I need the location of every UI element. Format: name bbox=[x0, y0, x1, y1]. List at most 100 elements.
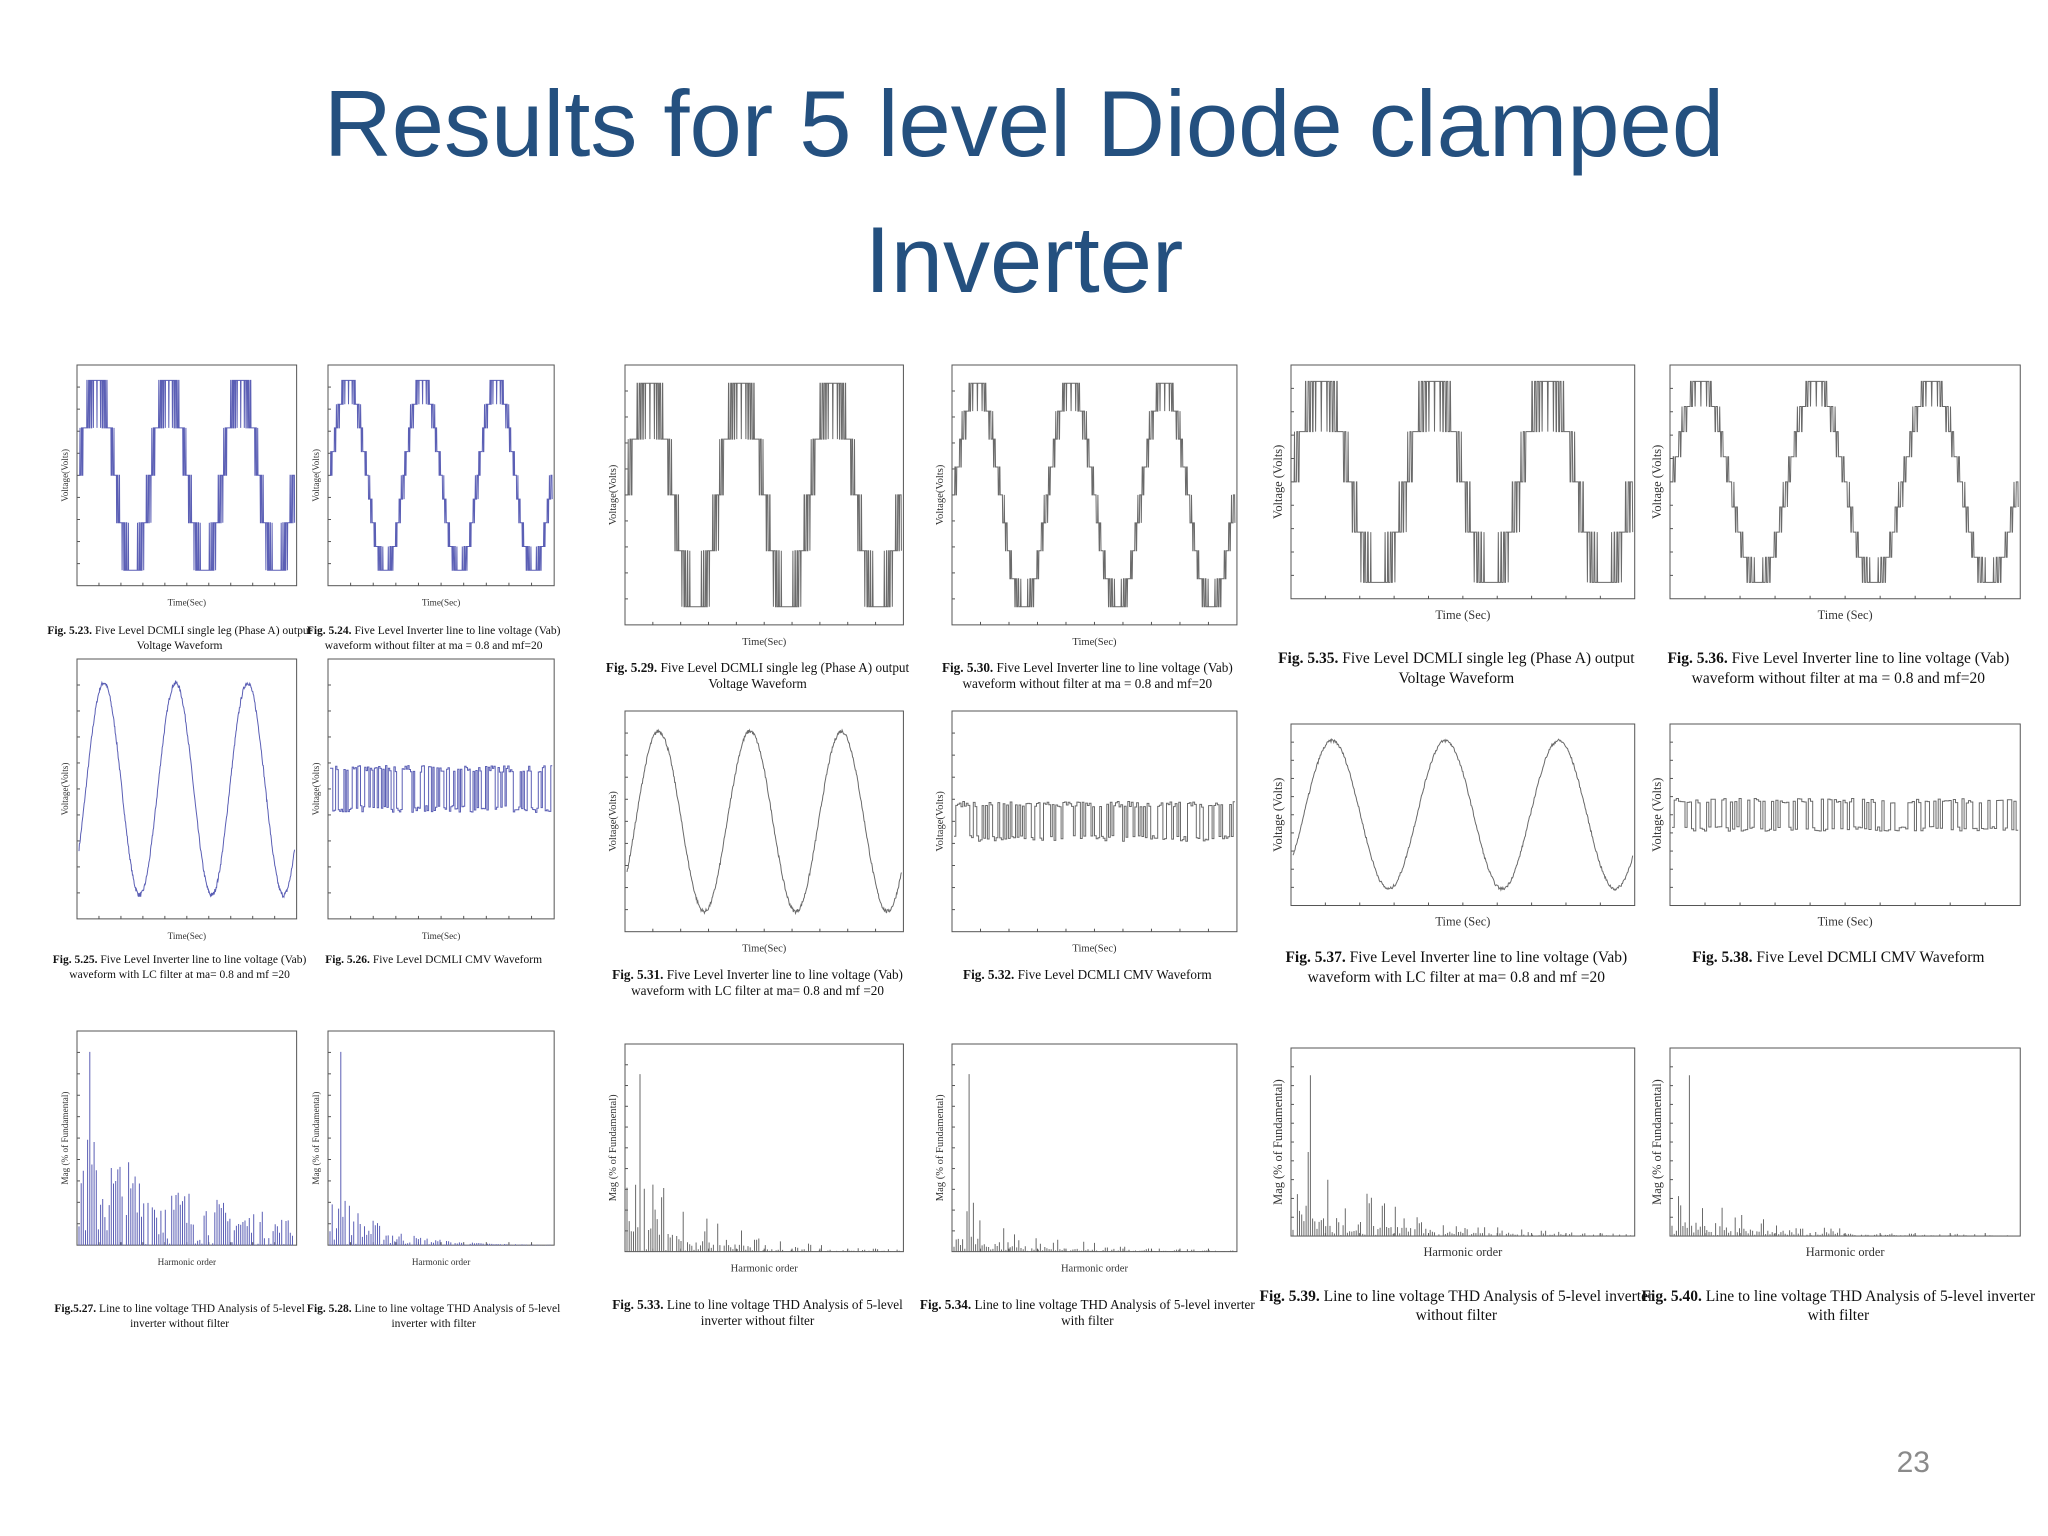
figure-caption: Fig. 5.29. Five Level DCMLI single leg (… bbox=[592, 660, 922, 693]
figure: Harmonic order Mag (% of Fundamental) bbox=[607, 1038, 907, 1280]
figure: Harmonic order Mag (% of Fundamental) bbox=[1273, 1042, 1639, 1264]
figure: Time (Sec) Voltage (Volts) bbox=[1652, 359, 2024, 627]
figure-label: Fig. 5.37. bbox=[1285, 949, 1346, 967]
y-axis-label: Voltage(Volts) bbox=[60, 763, 70, 816]
figure: Time (Sec) Voltage (Volts) bbox=[1273, 718, 1639, 934]
y-axis-label: Voltage (Volts) bbox=[1652, 778, 1664, 852]
y-axis-label: Voltage(Volts) bbox=[311, 449, 321, 502]
plot-frame bbox=[1669, 723, 2021, 907]
caption-text: Five Level DCMLI single leg (Phase A) ou… bbox=[660, 659, 910, 692]
figure-label: Fig. 5.36. bbox=[1667, 650, 1728, 668]
figure: Time(Sec) Voltage(Volts) bbox=[607, 705, 907, 960]
figure-plot: Time(Sec) Voltage(Volts) bbox=[60, 364, 297, 608]
figure-plot: Time(Sec) Voltage(Volts) bbox=[608, 710, 905, 955]
x-axis-label: Harmonic order bbox=[731, 1264, 799, 1275]
figure: Time(Sec) Voltage(Volts) bbox=[934, 705, 1241, 960]
y-axis-label: Voltage(Volts) bbox=[608, 791, 619, 852]
waveform bbox=[78, 680, 295, 899]
y-axis-label: Voltage (Volts) bbox=[1652, 445, 1664, 519]
y-axis-label: Voltage(Volts) bbox=[608, 464, 619, 525]
plot-frame bbox=[624, 1043, 905, 1253]
caption-text: Line to line voltage THD Analysis of 5-l… bbox=[1323, 1287, 1654, 1324]
waveform bbox=[329, 1052, 551, 1246]
caption-text: Five Level DCMLI single leg (Phase A) ou… bbox=[94, 625, 312, 652]
y-axis-label: Mag (% of Fundamental) bbox=[608, 1094, 619, 1201]
plot-frame bbox=[1290, 723, 1636, 907]
figure-plot: Time(Sec) Voltage(Volts) bbox=[935, 710, 1238, 955]
figure-plot: Time(Sec) Voltage(Volts) bbox=[935, 364, 1238, 648]
figure-plot: Time(Sec) Voltage(Volts) bbox=[311, 364, 555, 608]
waveform bbox=[1671, 1075, 2017, 1237]
figure-label: Fig. 5.29. bbox=[605, 659, 658, 675]
x-axis-label: Harmonic order bbox=[1806, 1245, 1886, 1259]
figure-plot: Harmonic order Mag (% of Fundamental) bbox=[1652, 1047, 2021, 1259]
figure-label: Fig. 5.31. bbox=[612, 966, 664, 982]
figure-plot: Harmonic order Mag (% of Fundamental) bbox=[935, 1043, 1238, 1275]
figure-plot: Harmonic order Mag (% of Fundamental) bbox=[60, 1030, 297, 1267]
waveform bbox=[1292, 1075, 1632, 1237]
plot-frame bbox=[951, 1043, 1238, 1253]
figure-plot: Harmonic order Mag (% of Fundamental) bbox=[608, 1043, 905, 1275]
caption-text: Line to line voltage THD Analysis of 5-l… bbox=[666, 1296, 903, 1329]
figure-plot: Harmonic order Mag (% of Fundamental) bbox=[1273, 1047, 1636, 1259]
figure-label: Fig. 5.40. bbox=[1641, 1287, 1702, 1305]
y-axis-label: Mag (% of Fundamental) bbox=[60, 1092, 70, 1185]
waveform bbox=[953, 801, 1235, 843]
waveform bbox=[626, 1074, 901, 1252]
figure-label: Fig. 5.28. bbox=[306, 1303, 352, 1316]
figure-plot: Time (Sec) Voltage (Volts) bbox=[1652, 723, 2021, 929]
waveform bbox=[953, 382, 1236, 608]
figure-label: Fig. 5.39. bbox=[1259, 1287, 1320, 1305]
figure-plot: Time(Sec) Voltage(Volts) bbox=[311, 658, 555, 941]
figure-plot: Time(Sec) Voltage(Volts) bbox=[60, 658, 297, 941]
x-axis-label: Time(Sec) bbox=[421, 931, 459, 941]
caption-text: Five Level Inverter line to line voltage… bbox=[1691, 650, 2010, 687]
caption-text: Line to line voltage THD Analysis of 5-l… bbox=[99, 1303, 305, 1330]
x-axis-label: Harmonic order bbox=[1061, 1264, 1129, 1275]
figure: Time (Sec) Voltage (Volts) bbox=[1652, 718, 2024, 934]
plot-frame bbox=[1669, 1047, 2021, 1237]
figure-label: Fig. 5.23. bbox=[47, 625, 93, 638]
plot-frame bbox=[76, 658, 297, 920]
figure-label: Fig. 5.35. bbox=[1278, 650, 1339, 668]
x-axis-label: Time (Sec) bbox=[1818, 915, 1873, 929]
caption-text: Line to line voltage THD Analysis of 5-l… bbox=[1705, 1287, 2036, 1324]
figure-caption: Fig. 5.30. Five Level Inverter line to l… bbox=[919, 660, 1256, 693]
caption-text: Five Level DCMLI CMV Waveform bbox=[372, 954, 543, 967]
figure-caption: Fig. 5.39. Line to line voltage THD Anal… bbox=[1258, 1287, 1654, 1326]
waveform bbox=[953, 1074, 1234, 1252]
figure-plot: Time (Sec) Voltage (Volts) bbox=[1273, 723, 1636, 929]
x-axis-label: Time (Sec) bbox=[1436, 608, 1491, 622]
x-axis-label: Time(Sec) bbox=[167, 931, 205, 941]
y-axis-label: Voltage(Volts) bbox=[60, 449, 70, 502]
figure: Time(Sec) Voltage(Volts) bbox=[59, 359, 301, 614]
figure: Time(Sec) Voltage(Volts) bbox=[607, 359, 907, 653]
figure-label: Fig. 5.33. bbox=[612, 1296, 664, 1312]
figure-label: Fig.5.27. bbox=[54, 1303, 97, 1316]
y-axis-label: Voltage(Volts) bbox=[935, 791, 946, 852]
figure: Time(Sec) Voltage(Volts) bbox=[934, 359, 1241, 653]
figure-caption: Fig. 5.36. Five Level Inverter line to l… bbox=[1637, 649, 2039, 688]
caption-text: Five Level Inverter line to line voltage… bbox=[324, 625, 561, 652]
x-axis-label: Time(Sec) bbox=[742, 944, 787, 955]
waveform bbox=[78, 1052, 293, 1246]
plot-frame bbox=[624, 710, 905, 933]
figure: Harmonic order Mag (% of Fundamental) bbox=[934, 1038, 1241, 1280]
figure-caption: Fig. 5.26. Five Level DCMLI CMV Waveform bbox=[295, 953, 573, 967]
plot-frame bbox=[327, 1030, 555, 1246]
y-axis-label: Mag (% of Fundamental) bbox=[935, 1094, 946, 1201]
y-axis-label: Voltage (Volts) bbox=[1273, 445, 1285, 519]
caption-text: Five Level DCMLI CMV Waveform bbox=[1756, 949, 1985, 967]
waveform bbox=[626, 728, 903, 916]
caption-text: Five Level DCMLI single leg (Phase A) ou… bbox=[1342, 650, 1635, 687]
waveform bbox=[78, 380, 295, 571]
caption-text: Five Level Inverter line to line voltage… bbox=[1307, 949, 1628, 986]
y-axis-label: Voltage(Volts) bbox=[935, 464, 946, 525]
figure-plot: Time (Sec) Voltage (Volts) bbox=[1273, 364, 1636, 622]
figure-caption: Fig. 5.25. Five Level Inverter line to l… bbox=[44, 953, 316, 982]
figure-label: Fig. 5.34. bbox=[919, 1296, 972, 1312]
x-axis-label: Time(Sec) bbox=[1072, 637, 1117, 648]
caption-text: Five Level Inverter line to line voltage… bbox=[631, 966, 903, 999]
figure: Time(Sec) Voltage(Volts) bbox=[310, 359, 558, 614]
